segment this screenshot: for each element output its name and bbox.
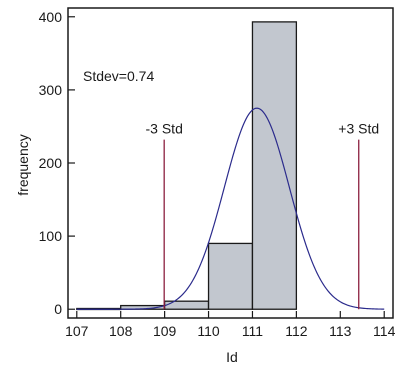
y-tick-label-0: 0 [54, 301, 62, 317]
normal-curve [76, 107, 385, 310]
std-lines-layer: -3 Std +3 Std [146, 121, 379, 310]
x-axis-title: Id [226, 349, 238, 365]
x-tick-label-4: 111 [242, 323, 263, 339]
x-tick-label-7: 114 [373, 323, 396, 339]
x-axis-ticks: 107 108 109 110 111 112 113 114 [65, 311, 396, 339]
y-tick-label-3: 300 [39, 82, 63, 98]
y-tick-label-4: 400 [39, 9, 63, 25]
bar-bin-3 [207, 242, 254, 310]
x-tick-label-3: 110 [197, 323, 220, 339]
x-tick-label-0: 107 [65, 323, 89, 339]
x-tick-label-6: 113 [329, 323, 352, 339]
y-axis-ticks: 0 100 200 300 400 [39, 9, 75, 317]
y-axis-title: frequency [15, 134, 31, 195]
stdev-annotation: Stdev=0.74 [83, 68, 154, 84]
histogram-bars [76, 21, 298, 311]
y-tick-label-2: 200 [39, 155, 63, 171]
x-tick-label-2: 109 [153, 323, 177, 339]
bar-bin-4 [251, 21, 298, 310]
std-label-1: +3 Std [338, 121, 379, 137]
normal-curve-layer [76, 107, 385, 310]
x-tick-label-1: 108 [109, 323, 133, 339]
std-label-0: -3 Std [146, 121, 183, 137]
y-tick-label-1: 100 [39, 228, 63, 244]
x-tick-label-5: 112 [285, 323, 308, 339]
